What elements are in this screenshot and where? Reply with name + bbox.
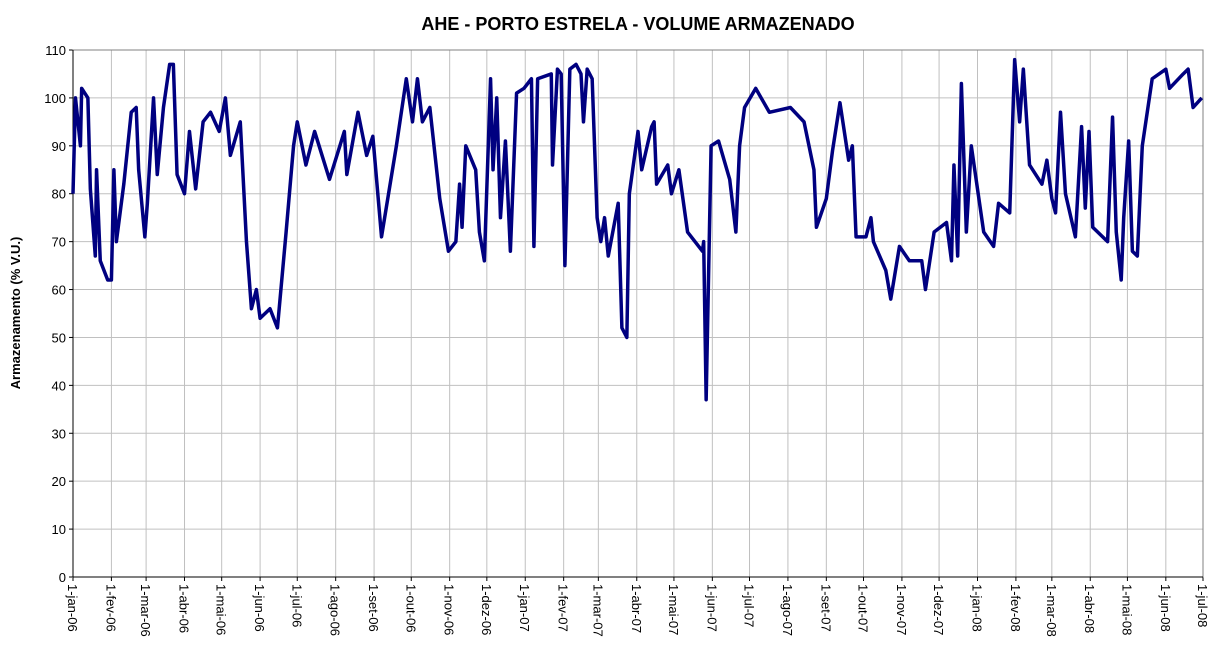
- x-tick-label: 1-fev-06: [103, 584, 118, 632]
- x-tick-label: 1-jan-07: [517, 584, 532, 632]
- x-tick-label: 1-jan-08: [969, 584, 984, 632]
- x-tick-label: 1-fev-08: [1008, 584, 1023, 632]
- data-line: [71, 57, 1204, 402]
- x-tick-label: 1-abr-06: [177, 584, 192, 633]
- x-tick-label: 1-out-06: [403, 584, 418, 632]
- x-tick-label: 1-dez-07: [931, 584, 946, 635]
- y-tick-label: 50: [52, 330, 66, 345]
- x-tick-label: 1-abr-08: [1082, 584, 1097, 633]
- y-tick-label: 60: [52, 283, 66, 298]
- x-tick-label: 1-mai-06: [214, 584, 229, 635]
- x-tick-label: 1-abr-07: [629, 584, 644, 633]
- y-tick-label: 100: [44, 91, 66, 106]
- x-tick-label: 1-jun-08: [1158, 584, 1173, 632]
- x-tick-label: 1-out-07: [856, 584, 871, 632]
- y-axis-label: Armazenamento (% V.U.): [8, 237, 23, 390]
- x-tick-label: 1-jan-06: [65, 584, 80, 632]
- x-tick-label: 1-set-07: [818, 584, 833, 632]
- y-tick-label: 0: [59, 570, 66, 585]
- x-tick-label: 1-jul-07: [742, 584, 757, 627]
- x-tick-label: 1-ago-06: [328, 584, 343, 636]
- x-tick-label: 1-mar-08: [1044, 584, 1059, 637]
- x-tick-label: 1-fev-07: [556, 584, 571, 632]
- plot-frame: [72, 49, 1204, 578]
- y-tick-label: 20: [52, 474, 66, 489]
- y-tick-label: 30: [52, 426, 66, 441]
- x-tick-label: 1-jun-06: [252, 584, 267, 632]
- x-tick-label: 1-jun-07: [704, 584, 719, 632]
- x-tick-label: 1-jul-06: [289, 584, 304, 627]
- y-tick-label: 40: [52, 378, 66, 393]
- x-tick-label: 1-mar-06: [138, 584, 153, 637]
- y-tick-label: 10: [52, 522, 66, 537]
- x-tick-label: 1-mai-07: [666, 584, 681, 635]
- y-tick-label: 70: [52, 235, 66, 250]
- x-tick-label: 1-jul-08: [1195, 584, 1210, 627]
- x-tick-label: 1-set-06: [366, 584, 381, 632]
- x-tick-label: 1-nov-07: [894, 584, 909, 635]
- x-tick-label: 1-mai-08: [1119, 584, 1134, 635]
- x-tick-label: 1-mar-07: [590, 584, 605, 637]
- x-tick-label: 1-ago-07: [780, 584, 795, 636]
- y-tick-label: 90: [52, 139, 66, 154]
- x-tick-label: 1-nov-06: [442, 584, 457, 635]
- x-tick-label: 1-dez-06: [479, 584, 494, 635]
- y-tick-label: 80: [52, 187, 66, 202]
- y-tick-label: 110: [45, 43, 66, 58]
- chart-title: AHE - PORTO ESTRELA - VOLUME ARMAZENADO: [421, 14, 854, 34]
